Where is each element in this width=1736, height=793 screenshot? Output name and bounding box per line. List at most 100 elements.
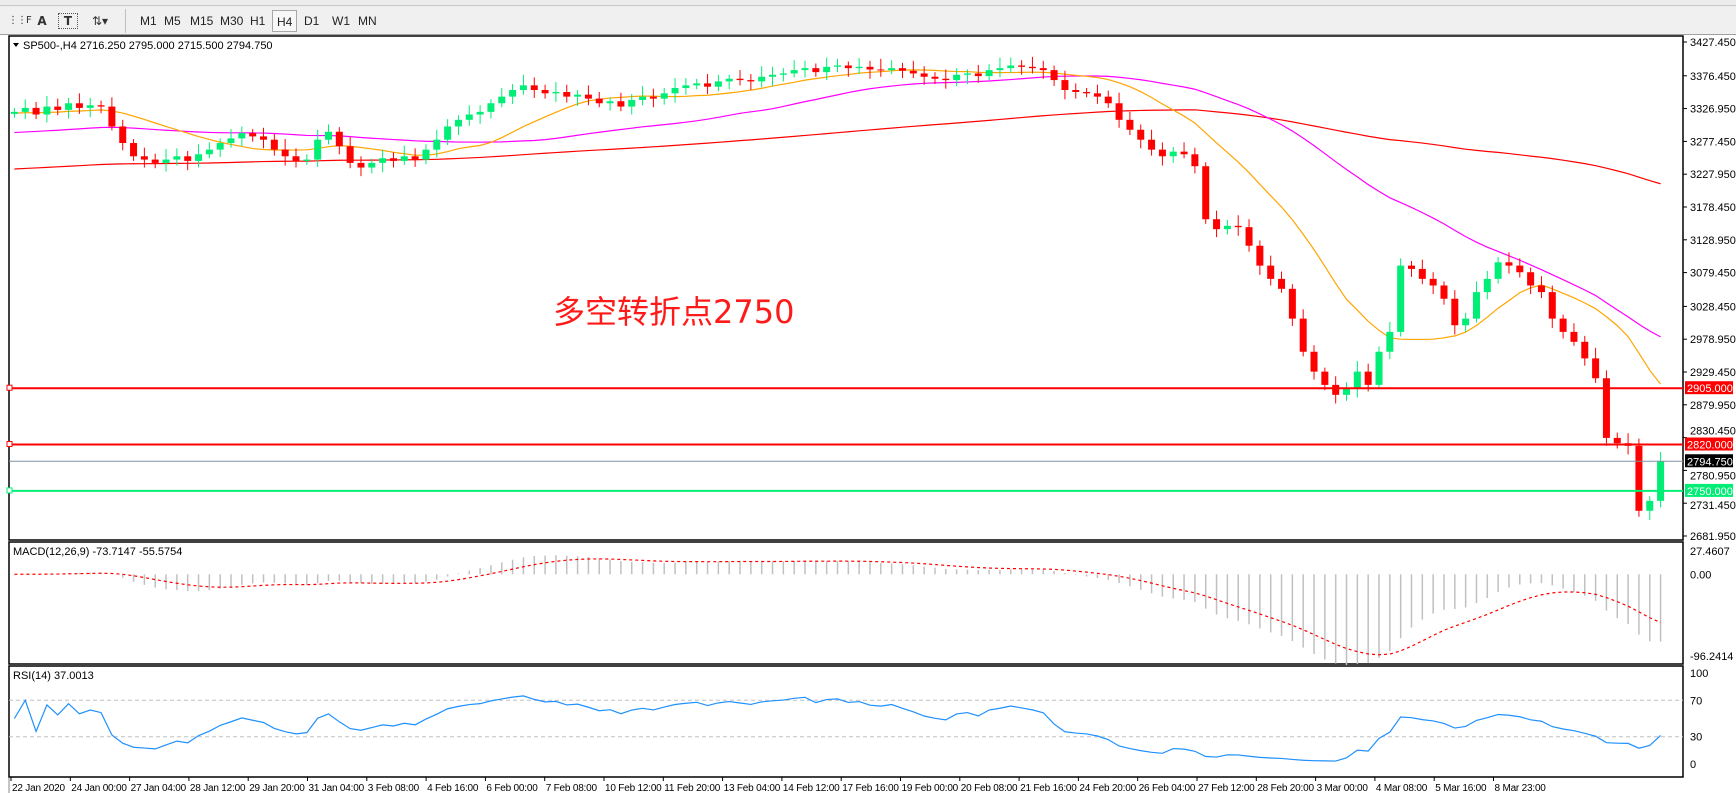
chart-window[interactable]: 3427.450 3376.450 3326.950 3277.450 3227.950…: [0, 35, 1736, 793]
candle-body: [1451, 298, 1459, 326]
chart-canvas[interactable]: 3427.450 3376.450 3326.950 3277.450 3227.950…: [0, 35, 1736, 793]
candle-body: [422, 149, 430, 160]
candle: [1039, 60, 1047, 79]
price-tick-label: 2978.950: [1690, 334, 1736, 346]
candle-body: [1462, 318, 1470, 326]
candle-body: [834, 65, 841, 67]
ma-mid-line: [14, 75, 1661, 338]
timeframe-m5-button[interactable]: M5: [164, 14, 181, 28]
candle-body: [454, 119, 462, 127]
candle: [671, 78, 679, 103]
rsi-header: RSI(14) 37.0013: [13, 670, 94, 682]
timeframe-mn-button[interactable]: MN: [358, 14, 377, 28]
candle-body: [1288, 288, 1296, 319]
candle-body: [769, 74, 777, 77]
price-tick-label: 2929.450: [1690, 367, 1736, 379]
timeframe-m30-button[interactable]: M30: [220, 14, 244, 28]
time-axis-label: 11 Feb 20:00: [664, 783, 720, 793]
price-tick-label: 3277.450: [1690, 136, 1736, 148]
macd-signal-line: [14, 558, 1661, 656]
candle-body: [1245, 227, 1253, 246]
time-axis-label: 4 Feb 16:00: [427, 783, 479, 793]
candle-body: [21, 107, 29, 112]
candle-body: [920, 73, 928, 77]
candle-body: [487, 103, 495, 112]
rsi-tick-label: 70: [1690, 695, 1702, 707]
period-separator-icon[interactable]: ⋮⋮F: [8, 15, 32, 26]
candle-body: [660, 93, 668, 99]
candle-body: [368, 162, 376, 168]
candle-body: [790, 70, 798, 74]
rsi-tick-label: 0: [1690, 759, 1696, 771]
candle-body: [86, 105, 94, 108]
candle-body: [227, 138, 235, 144]
candle: [184, 150, 192, 171]
candle: [1559, 314, 1567, 339]
candle-body: [714, 81, 722, 87]
candle-body: [433, 139, 441, 150]
candle: [43, 95, 51, 123]
candle: [1061, 70, 1069, 100]
candle: [942, 69, 950, 89]
candle: [649, 88, 657, 108]
candle: [541, 84, 549, 99]
price-tick-label: 3178.450: [1690, 202, 1736, 214]
timeframe-w1-button[interactable]: W1: [332, 14, 350, 28]
candle-body: [10, 111, 18, 114]
candle: [725, 74, 733, 90]
candle: [1581, 335, 1589, 366]
candle-body: [140, 156, 148, 160]
candle-body: [119, 126, 127, 144]
candle: [834, 58, 841, 73]
candle: [422, 144, 430, 165]
candle-body: [595, 98, 603, 104]
timeframe-m1-button[interactable]: M1: [140, 14, 157, 28]
candle-body: [812, 68, 820, 73]
candle-body: [877, 69, 885, 71]
price-tick-label: 3376.450: [1690, 71, 1736, 83]
candle-body: [130, 143, 138, 157]
candle: [108, 97, 116, 131]
price-tick-label: 2780.950: [1690, 470, 1736, 482]
candle-body: [1516, 265, 1524, 273]
candle: [1050, 65, 1058, 87]
candle-body: [974, 73, 982, 77]
candle: [357, 156, 365, 177]
candle-body: [693, 83, 701, 86]
chart-annotation-text[interactable]: 多空转折点2750: [553, 293, 795, 331]
candle: [660, 88, 668, 105]
arrows-icon[interactable]: ⇅▾: [91, 14, 109, 28]
text-label-icon[interactable]: T: [58, 13, 78, 29]
candle: [1093, 84, 1101, 104]
candle: [920, 66, 928, 85]
candle: [1213, 210, 1221, 238]
candle: [823, 57, 831, 81]
candle-body: [1158, 149, 1166, 157]
candle: [465, 105, 473, 126]
timeframe-d1-button[interactable]: D1: [304, 14, 320, 28]
candle: [1148, 129, 1156, 156]
candle: [1592, 347, 1600, 383]
candle: [281, 139, 289, 166]
time-axis-label: 29 Jan 20:00: [249, 783, 305, 793]
timeframe-h4-button[interactable]: H4: [272, 10, 298, 32]
candle-body: [335, 131, 343, 147]
candle-body: [476, 111, 484, 115]
candle-body: [1332, 384, 1340, 395]
candle-body: [270, 139, 278, 150]
candle: [205, 142, 213, 159]
candle-body: [1548, 292, 1556, 319]
candle: [747, 74, 755, 91]
candle-body: [1635, 445, 1643, 511]
candle: [10, 107, 18, 118]
candle-body: [682, 85, 690, 89]
candle-body: [541, 90, 549, 94]
candle-body: [1169, 151, 1177, 157]
timeframe-m15-button[interactable]: M15: [190, 14, 214, 28]
timeframe-h1-button[interactable]: H1: [250, 14, 266, 28]
text-icon[interactable]: A: [37, 14, 47, 28]
candle-body: [173, 156, 181, 160]
candle: [1418, 259, 1426, 285]
candle: [1028, 56, 1036, 74]
candle-body: [931, 76, 939, 79]
